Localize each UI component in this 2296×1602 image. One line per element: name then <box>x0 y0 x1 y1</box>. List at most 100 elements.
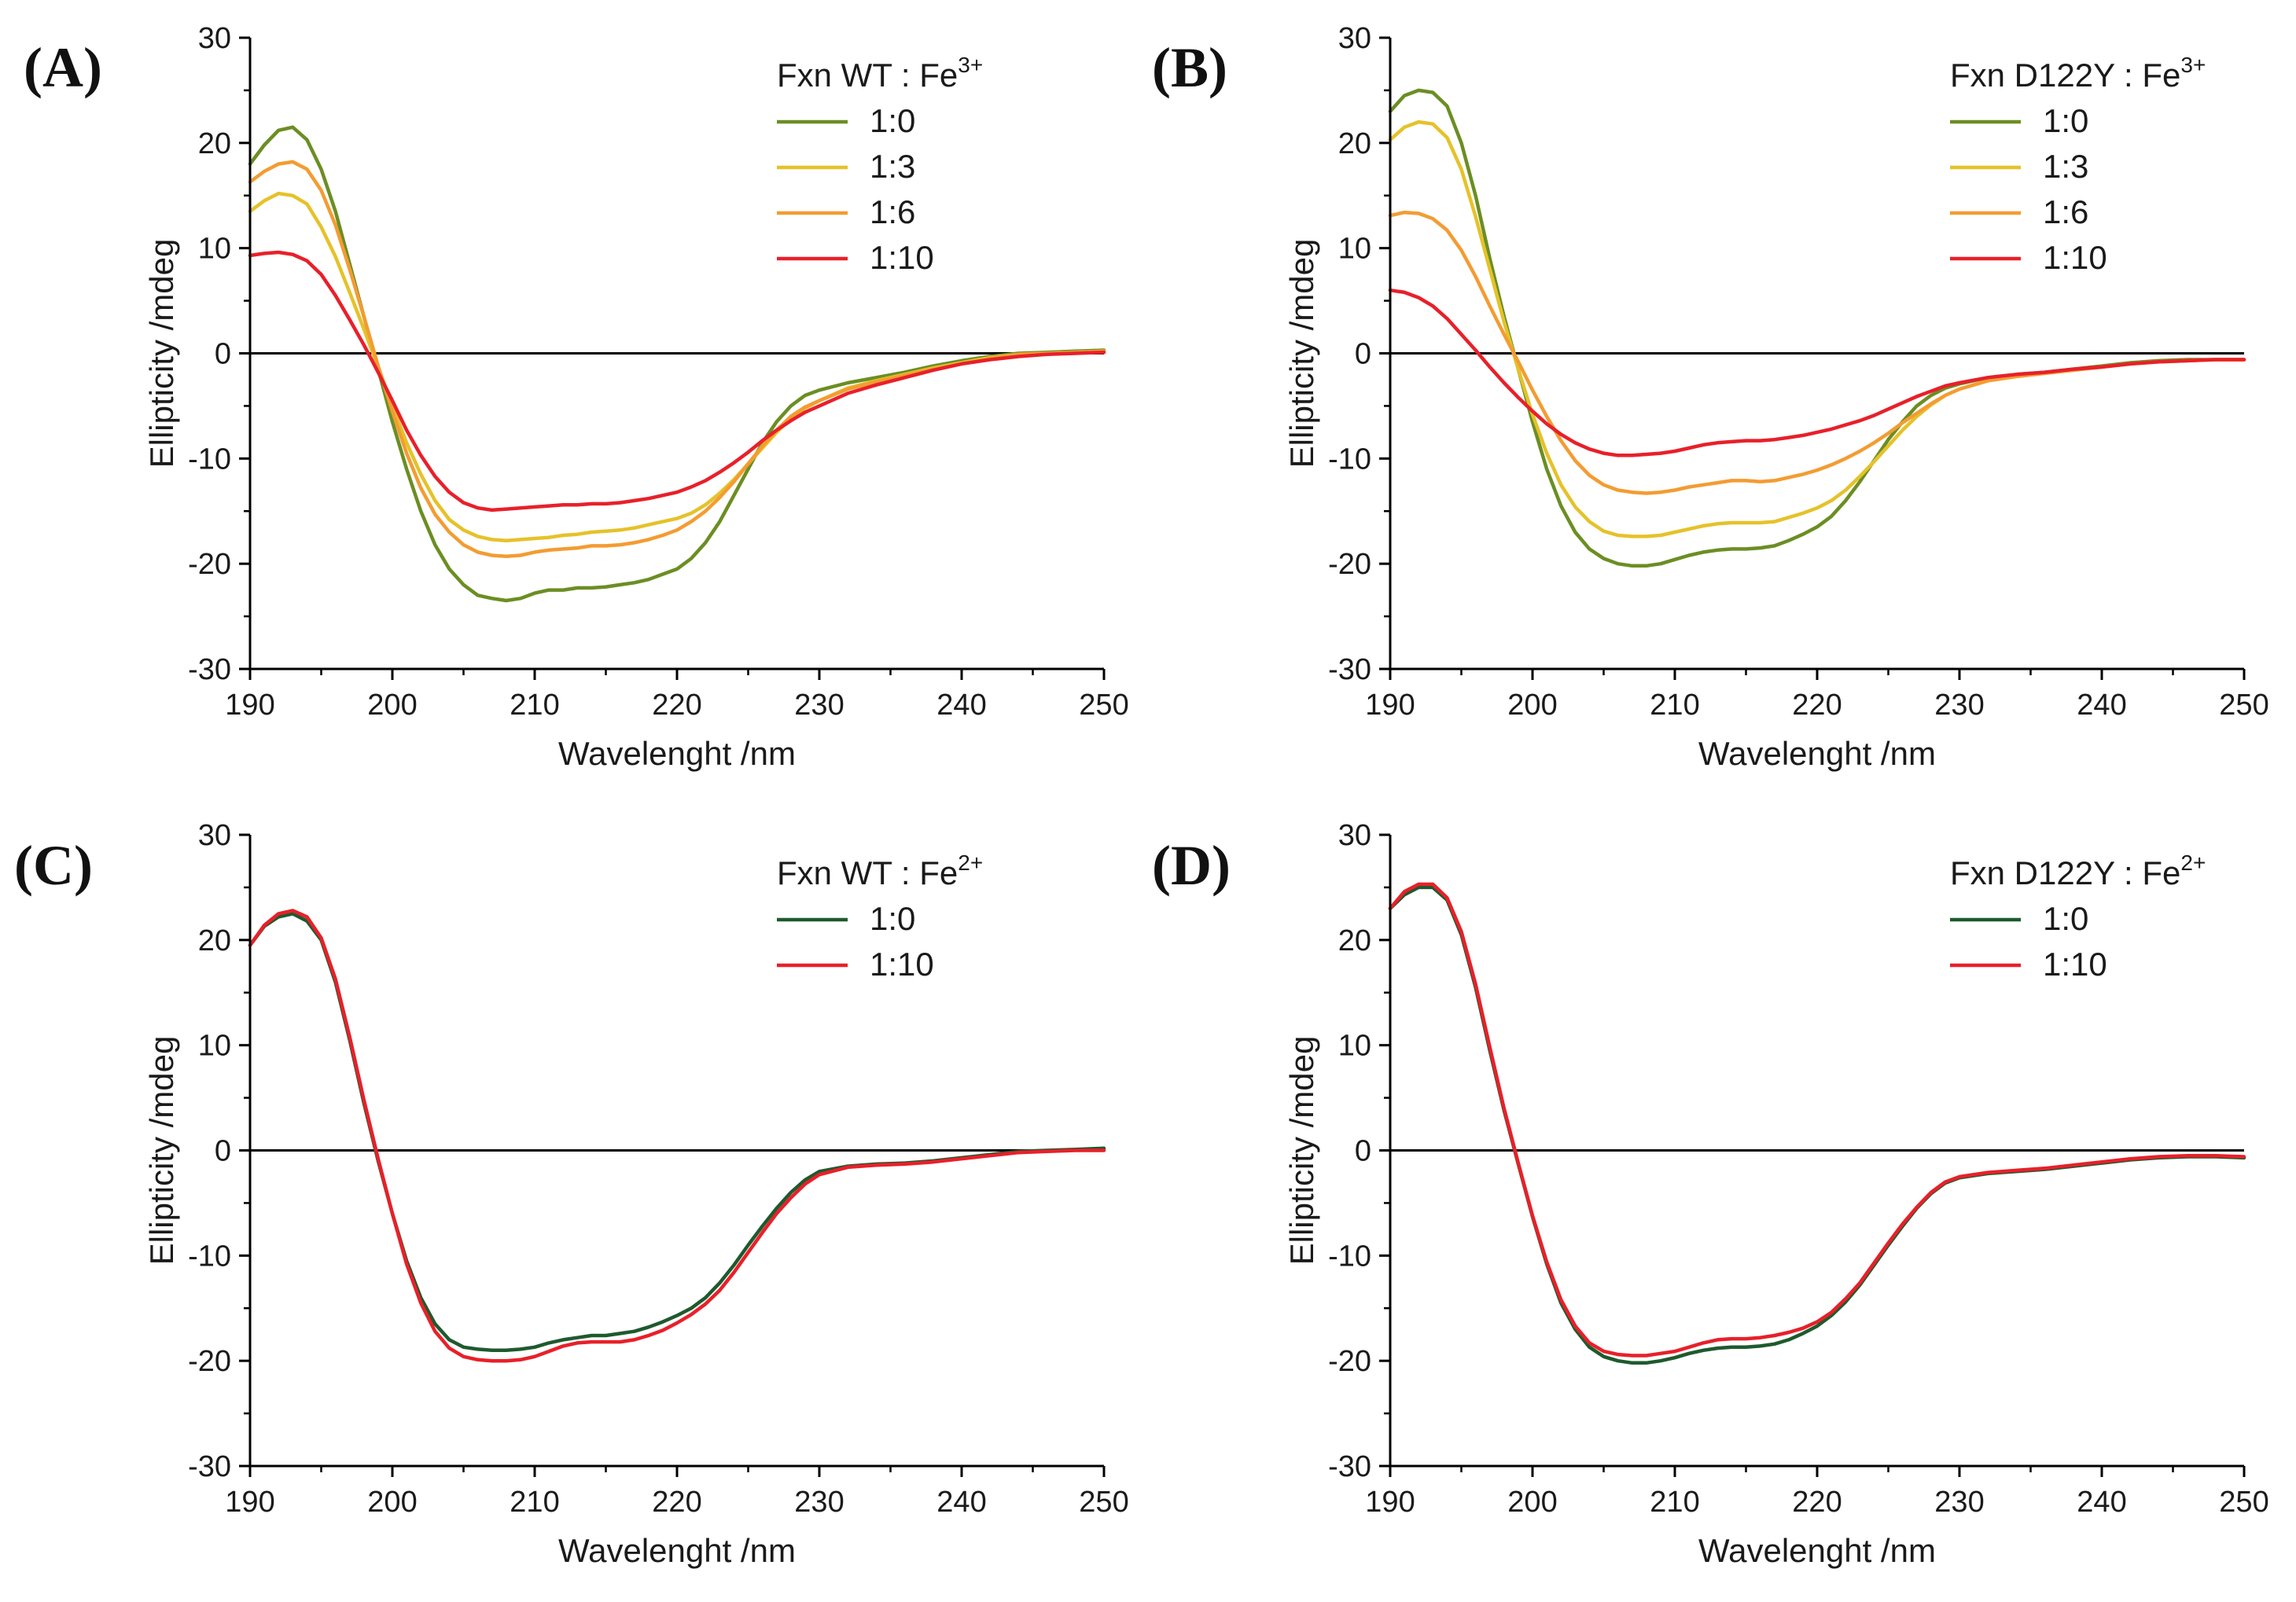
series-line-1-0 <box>1388 885 2246 1365</box>
y-tick-label: 30 <box>1338 22 1371 55</box>
legend-label: 1:6 <box>2043 193 2088 230</box>
legend-label: 1:0 <box>870 900 915 937</box>
y-tick-label: -10 <box>188 443 231 476</box>
panel-label: (A) <box>24 36 102 99</box>
y-axis-title: Ellipticity /mdeg <box>143 239 180 468</box>
x-tick-label: 240 <box>2077 1486 2126 1519</box>
y-tick-label: 30 <box>198 22 231 55</box>
legend-label: 1:3 <box>2043 148 2088 185</box>
legend: Fxn D122Y : Fe3+ 1:0 1:3 1:6 1:10 <box>1950 53 2206 276</box>
legend-label: 1:0 <box>2043 102 2088 139</box>
y-tick-label: 30 <box>198 819 231 852</box>
y-tick-label: 20 <box>198 127 231 160</box>
x-tick-label: 250 <box>1079 689 1128 722</box>
y-tick-label: 10 <box>198 1030 231 1063</box>
legend-label: 1:0 <box>2043 900 2088 937</box>
x-tick-label: 220 <box>652 689 701 722</box>
x-tick-label: 220 <box>652 1486 701 1519</box>
y-tick-label: -10 <box>1328 1240 1371 1273</box>
x-axis-title: Wavelenght /nm <box>558 1532 796 1569</box>
legend-label: 1:10 <box>870 239 934 276</box>
y-tick-label: 10 <box>1338 233 1371 266</box>
y-tick-label: 10 <box>1338 1030 1371 1063</box>
x-tick-label: 200 <box>1507 689 1557 722</box>
x-tick-label: 250 <box>2219 1486 2268 1519</box>
legend-title: Fxn D122Y : Fe3+ <box>1950 53 2206 94</box>
y-tick-label: -30 <box>1328 1450 1371 1483</box>
x-tick-label: 210 <box>510 689 559 722</box>
y-tick-label: -30 <box>188 653 231 686</box>
panel-label: (B) <box>1152 36 1227 99</box>
legend-label: 1:6 <box>870 193 915 230</box>
x-tick-label: 240 <box>936 1486 986 1519</box>
x-axis-title: Wavelenght /nm <box>1698 1532 1936 1569</box>
legend-label: 1:0 <box>870 102 915 139</box>
y-tick-label: 20 <box>1338 924 1371 957</box>
y-tick-label: 0 <box>1355 338 1371 371</box>
y-tick-label: 0 <box>1355 1135 1371 1168</box>
series-line-1-10 <box>1388 288 2246 457</box>
legend-label: 1:3 <box>870 148 915 185</box>
legend-label: 1:10 <box>2043 239 2107 276</box>
panel-label: (D) <box>1152 834 1231 897</box>
panel-label: (C) <box>14 834 93 897</box>
y-tick-label: 0 <box>215 338 231 371</box>
y-axis-title: Ellipticity /mdeg <box>1283 1036 1320 1266</box>
legend-title: Fxn WT : Fe3+ <box>777 53 983 94</box>
x-tick-label: 220 <box>1792 1486 1842 1519</box>
y-tick-label: -20 <box>188 1345 231 1378</box>
series-line-1-3 <box>1388 119 2246 538</box>
x-tick-label: 210 <box>1650 689 1699 722</box>
x-tick-label: 240 <box>936 689 986 722</box>
x-tick-label: 210 <box>1650 1486 1699 1519</box>
series-line-1-10 <box>248 909 1106 1363</box>
x-tick-label: 250 <box>1079 1486 1128 1519</box>
series-line-1-6 <box>248 160 1106 559</box>
legend-label: 1:10 <box>2043 946 2107 983</box>
y-tick-label: -30 <box>1328 653 1371 686</box>
y-tick-label: 0 <box>215 1135 231 1168</box>
x-tick-label: 190 <box>225 689 274 722</box>
legend-title: Fxn WT : Fe2+ <box>777 851 983 891</box>
x-tick-label: 230 <box>794 1486 844 1519</box>
series-line-1-10 <box>1388 882 2246 1358</box>
series-line-1-6 <box>1388 210 2246 495</box>
y-tick-label: -30 <box>188 1450 231 1483</box>
series-line-1-10 <box>248 250 1106 513</box>
x-tick-label: 230 <box>1934 689 1984 722</box>
x-tick-label: 190 <box>1365 689 1415 722</box>
legend-title: Fxn D122Y : Fe2+ <box>1950 851 2206 891</box>
y-tick-label: -20 <box>1328 1345 1371 1378</box>
x-tick-label: 200 <box>367 689 417 722</box>
y-tick-label: -10 <box>1328 443 1371 476</box>
y-axis-title: Ellipticity /mdeg <box>143 1036 180 1266</box>
x-tick-label: 220 <box>1792 689 1842 722</box>
x-tick-label: 190 <box>225 1486 274 1519</box>
x-tick-label: 230 <box>1934 1486 1984 1519</box>
x-axis-title: Wavelenght /nm <box>558 735 796 772</box>
legend: Fxn D122Y : Fe2+ 1:0 1:10 <box>1950 851 2206 983</box>
y-tick-label: -20 <box>188 548 231 581</box>
x-axis-title: Wavelenght /nm <box>1698 735 1936 772</box>
y-tick-label: 30 <box>1338 819 1371 852</box>
series-line-1-0 <box>1388 88 2246 568</box>
y-tick-label: 20 <box>1338 127 1371 160</box>
y-tick-label: -20 <box>1328 548 1371 581</box>
x-tick-label: 240 <box>2077 689 2126 722</box>
y-axis-title: Ellipticity /mdeg <box>1283 239 1320 468</box>
legend: Fxn WT : Fe3+ 1:0 1:3 1:6 1:10 <box>777 53 983 276</box>
x-tick-label: 250 <box>2219 689 2268 722</box>
x-tick-label: 200 <box>1507 1486 1557 1519</box>
legend-label: 1:10 <box>870 946 934 983</box>
x-tick-label: 230 <box>794 689 844 722</box>
x-tick-label: 190 <box>1365 1486 1415 1519</box>
y-tick-label: 20 <box>198 924 231 957</box>
y-tick-label: 10 <box>198 233 231 266</box>
series-line-1-0 <box>248 912 1106 1353</box>
y-tick-label: -10 <box>188 1240 231 1273</box>
